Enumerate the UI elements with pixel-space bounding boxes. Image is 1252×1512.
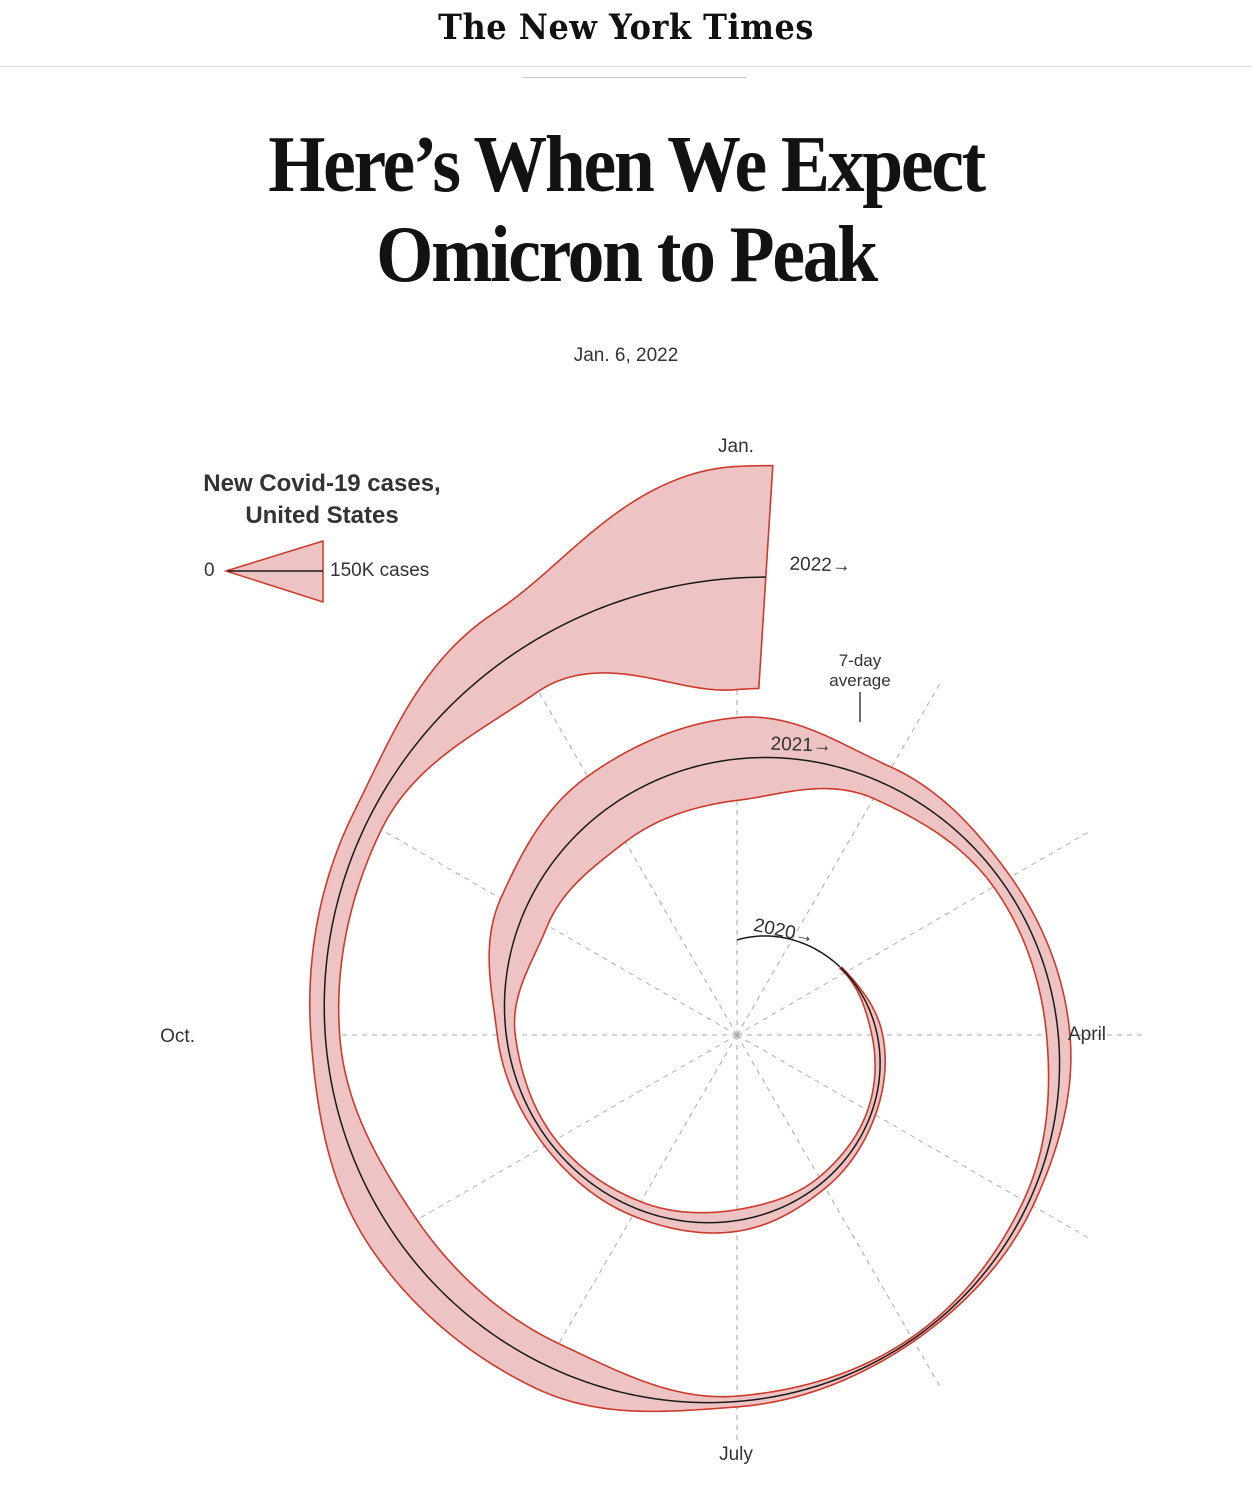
month-label-jan: Jan. [718,436,754,457]
month-label-oct: Oct. [160,1026,195,1047]
year-label-2021: 2021→ [770,734,832,757]
guide-line [531,679,738,1036]
guide-line [736,1034,943,1391]
month-label-april: April [1068,1024,1106,1045]
headline-divider [522,77,746,78]
month-label-july: July [719,1444,753,1465]
year-label-2022: 2022→ [789,554,851,577]
masthead: The New York Times [0,0,1252,67]
case-bands [309,464,1072,1413]
nyt-logo[interactable]: The New York Times [438,6,814,48]
legend-zero-label: 0 [204,560,215,581]
annotation-line1: 7-day [839,651,882,670]
legend-max-label: 150K cases [330,560,429,581]
average-line [323,576,1061,1404]
average-line-2020-start [736,935,841,968]
chart-title-line2: United States [245,502,398,529]
average-lines [323,576,1061,1404]
chart-title-line1: New Covid-19 cases, [203,470,440,497]
year-label-2020: 2020→ [752,915,816,948]
radial-guides [327,625,1147,1445]
guide-line [381,829,738,1036]
guide-line [736,679,943,1036]
guide-line [381,1034,738,1241]
annotation-line2: average [829,671,890,690]
headline: Here’s When We Expect Omicron to Peak [268,121,986,299]
publish-date: Jan. 6, 2022 [573,345,679,366]
cases-band [309,464,1072,1413]
guide-line [736,829,1093,1036]
